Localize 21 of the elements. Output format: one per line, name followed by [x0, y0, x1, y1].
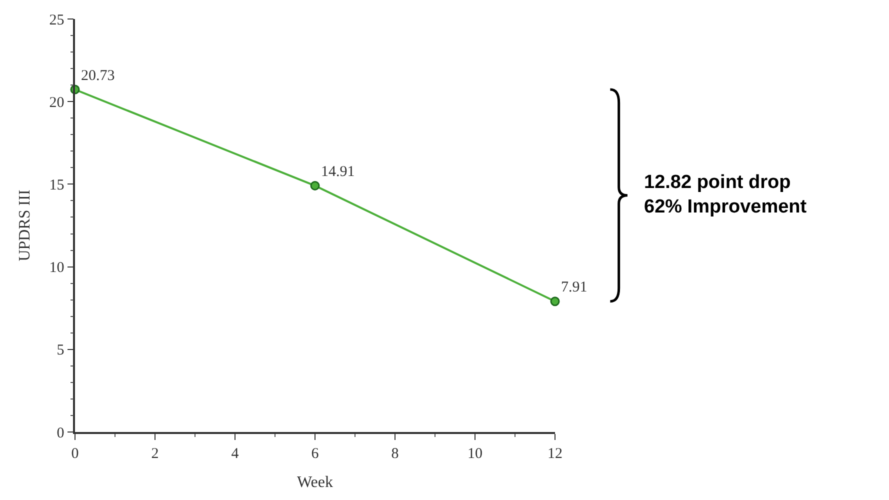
y-tick-label: 10: [49, 260, 64, 276]
data-label: 7.91: [561, 280, 588, 296]
x-tick-label: 4: [231, 446, 240, 462]
point: [310, 180, 320, 190]
y-tick-label: 5: [56, 342, 64, 359]
y-tick-label: 0: [56, 425, 64, 442]
x-tick-label: 6: [311, 446, 320, 462]
x-tick-label: 8: [391, 446, 399, 462]
y-tick-label: 15: [49, 177, 64, 194]
point: [550, 296, 560, 306]
x-tick-label: 0: [71, 446, 79, 462]
x-tick-label: 12: [548, 446, 562, 462]
y-tick-label: 25: [49, 12, 64, 28]
y-tick-label: 20: [49, 94, 64, 111]
x-axis-title: Week: [296, 474, 334, 491]
x-tick-label: 10: [468, 446, 482, 462]
x-tick-label: 2: [151, 446, 159, 462]
y-axis-title: UPDRS III: [16, 190, 34, 262]
data-label: 14.91: [321, 164, 355, 180]
text: 12.82 point drop 62% Improvement: [644, 172, 808, 218]
data-label: 20.73: [81, 68, 115, 84]
